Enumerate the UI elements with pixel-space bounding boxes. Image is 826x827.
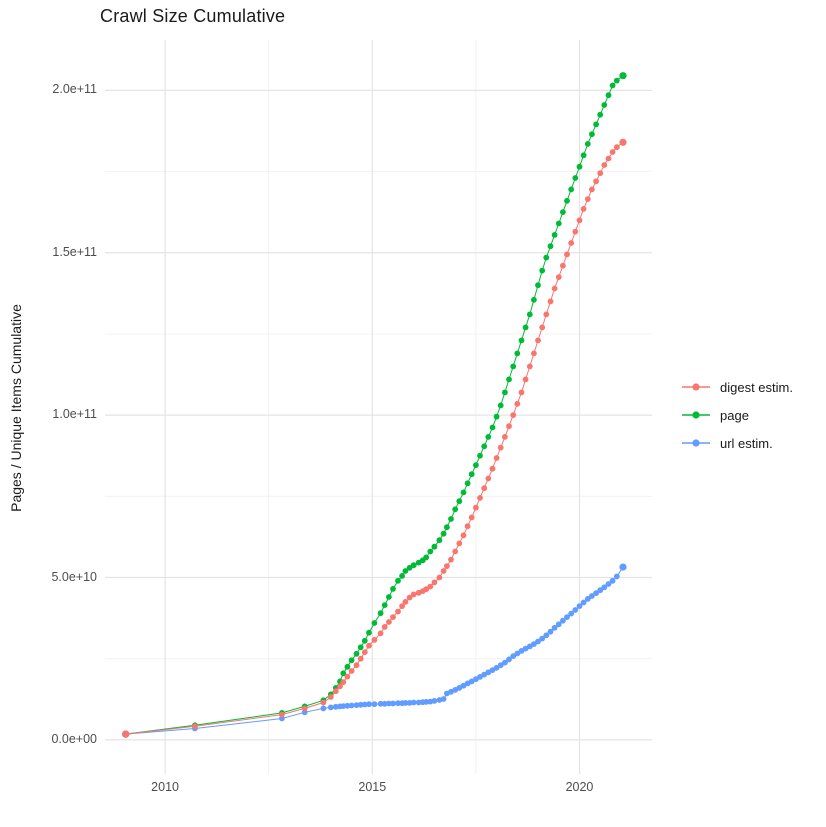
y-tick-label: 2.0e+11 <box>52 82 97 97</box>
y-tick-label: 5.0e+10 <box>51 569 97 584</box>
legend: digest estim. page url estim. <box>681 377 793 453</box>
legend-item-url-estim: url estim. <box>681 433 793 453</box>
legend-label: url estim. <box>720 435 773 451</box>
y-tick-label: 1.0e+11 <box>52 407 97 422</box>
series-url-estim- <box>122 563 627 738</box>
legend-item-page: page <box>681 405 793 425</box>
x-tick-label: 2015 <box>358 780 387 794</box>
y-tick-label: 0.0e+00 <box>51 731 97 746</box>
y-tick-label: 1.5e+11 <box>52 244 97 259</box>
legend-key-point-icon <box>682 439 710 447</box>
series-digest-estim- <box>122 138 627 738</box>
page-title: Crawl Size Cumulative <box>100 6 286 26</box>
legend-label: digest estim. <box>720 379 793 395</box>
legend-key-point-icon <box>682 383 710 391</box>
legend-label: page <box>720 407 749 423</box>
legend-item-digest-estim: digest estim. <box>681 377 793 397</box>
x-tick-label: 2020 <box>565 780 594 794</box>
x-tick-label: 2010 <box>151 780 179 794</box>
legend-key-point-icon <box>682 411 710 419</box>
